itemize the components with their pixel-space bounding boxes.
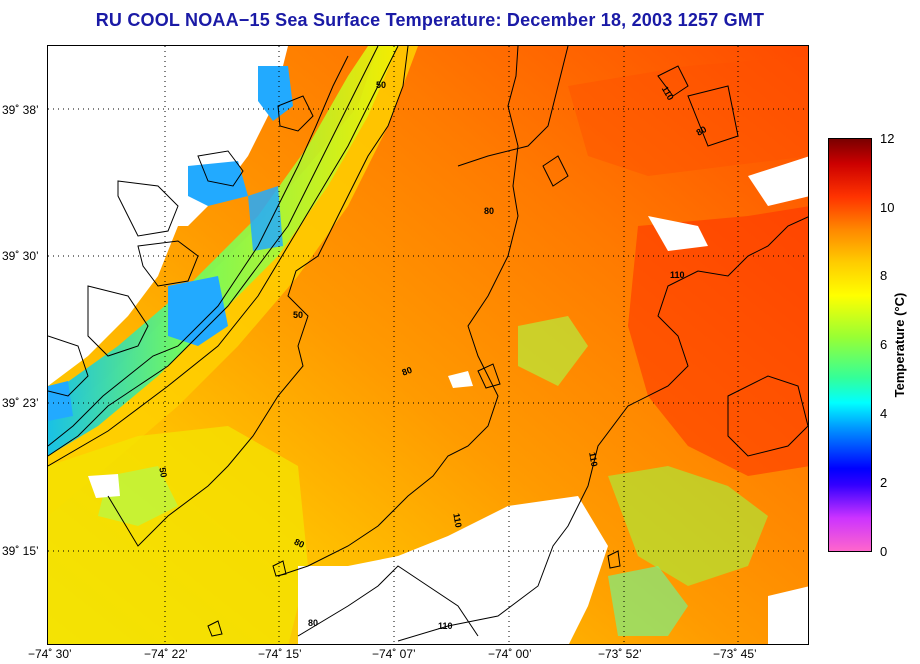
colorbar-tick: 0: [880, 544, 888, 559]
longitude-label: −74˚ 15’: [258, 647, 302, 661]
longitude-label: −74˚ 30’: [28, 647, 72, 661]
contour-label: 80: [293, 537, 306, 550]
longitude-label: −73˚ 52’: [598, 647, 642, 661]
contour-labels: 50 50 50 80 80 80 80 110 110 110 110 110…: [157, 80, 708, 631]
graticule: [48, 46, 808, 644]
colorbar-title: Temperature (°C): [892, 292, 907, 398]
colorbar-tick: 2: [880, 475, 888, 490]
contour-label: 110: [670, 270, 685, 280]
contour-label: 80: [401, 365, 414, 378]
contour-label: 50: [157, 467, 169, 479]
temperature-colorbar: [828, 138, 872, 552]
contour-label: 110: [438, 621, 453, 631]
contour-label: 110: [451, 512, 463, 528]
longitude-label: −73˚ 45’: [713, 647, 757, 661]
colorbar-tick: 6: [880, 337, 888, 352]
latitude-label: 39˚ 38’: [2, 103, 39, 117]
page-title: RU COOL NOAA−15 Sea Surface Temperature:…: [95, 10, 765, 30]
contour-label: 80: [695, 124, 709, 138]
contour-label: 80: [484, 206, 494, 216]
contour-label: 80: [308, 618, 318, 628]
colorbar-tick: 12: [880, 131, 895, 146]
latitude-label: 39˚ 23’: [2, 396, 39, 410]
sst-map-canvas: 50 50 50 80 80 80 80 110 110 110 110 110…: [48, 46, 808, 644]
colorbar-tick: 8: [880, 268, 888, 283]
longitude-label: −74˚ 00’: [488, 647, 532, 661]
depth-contours: [48, 46, 808, 642]
latitude-label: 39˚ 30’: [2, 249, 39, 263]
contour-label: 50: [376, 80, 386, 90]
contour-label: 50: [293, 310, 303, 320]
sst-map[interactable]: 50 50 50 80 80 80 80 110 110 110 110 110…: [47, 45, 809, 645]
longitude-label: −74˚ 22’: [144, 647, 188, 661]
colorbar-tick: 10: [880, 200, 895, 215]
colorbar-tick: 4: [880, 406, 888, 421]
longitude-label: −74˚ 07’: [372, 647, 416, 661]
contour-label: 110: [587, 451, 599, 467]
latitude-label: 39˚ 15’: [2, 544, 39, 558]
